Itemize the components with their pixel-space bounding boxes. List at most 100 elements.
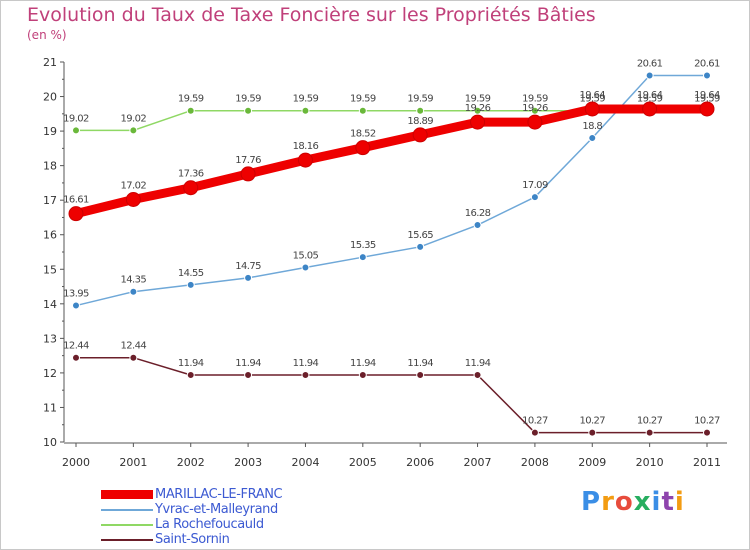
data-point — [358, 370, 367, 379]
data-point — [412, 127, 428, 143]
data-point — [584, 101, 600, 117]
y-tick-label: 17 — [43, 194, 57, 207]
data-point — [470, 114, 486, 130]
data-label: 19.59 — [694, 94, 720, 105]
series-line — [71, 104, 712, 219]
data-label: 10.27 — [637, 416, 663, 427]
legend-item: La Rochefoucauld — [101, 517, 282, 532]
data-point — [183, 180, 199, 196]
data-label: 13.95 — [63, 289, 89, 300]
legend-label: MARILLAC-LE-FRANC — [155, 487, 283, 502]
data-label: 11.94 — [350, 358, 376, 369]
legend-swatch — [101, 508, 153, 511]
logo-letter: x — [633, 487, 652, 517]
data-label: 17.09 — [522, 180, 548, 191]
logo-letter: i — [651, 487, 662, 517]
logo-letter: i — [674, 487, 685, 517]
data-point — [301, 106, 310, 115]
data-labels-layer: 12.44 12.44 11.94 11.94 11.94 11.94 11.94 11.94… — [63, 58, 720, 426]
data-label: 20.61 — [694, 58, 720, 69]
data-point — [125, 191, 141, 207]
data-point — [72, 301, 80, 310]
data-point — [355, 140, 371, 156]
data-point — [358, 106, 367, 115]
y-tick-label: 16 — [43, 229, 57, 242]
data-label: 10.27 — [579, 416, 605, 427]
x-tick-label: 2004 — [291, 456, 319, 469]
logo-letter: P — [581, 487, 602, 517]
y-tick-label: 14 — [43, 298, 57, 311]
data-point — [72, 126, 80, 135]
data-point — [68, 206, 84, 222]
y-tick-label: 15 — [43, 263, 57, 276]
y-tick-label: 13 — [43, 332, 57, 345]
data-point — [129, 353, 138, 362]
data-point — [588, 134, 597, 142]
x-tick-label: 2000 — [62, 456, 90, 469]
logo-letter: r — [601, 487, 615, 517]
data-label: 16.61 — [63, 195, 89, 206]
y-tick-label: 11 — [43, 401, 57, 414]
data-label: 17.76 — [235, 155, 261, 166]
data-label: 19.59 — [350, 94, 376, 105]
series-yvrac-et-malleyrand — [72, 71, 711, 310]
y-tick-label: 12 — [43, 367, 57, 380]
y-tick-label: 19 — [43, 125, 57, 138]
data-label: 11.94 — [235, 358, 261, 369]
y-tick-label: 20 — [43, 91, 57, 104]
data-point — [416, 106, 425, 115]
data-point — [186, 106, 195, 115]
legend-label: Yvrac-et-Malleyrand — [155, 502, 278, 517]
data-point — [699, 101, 715, 117]
data-point — [527, 114, 543, 130]
data-label: 19.59 — [637, 94, 663, 105]
data-label: 15.35 — [350, 240, 376, 251]
data-label: 12.44 — [63, 341, 89, 352]
series-saint-sornin — [72, 353, 711, 437]
data-label: 18.52 — [350, 129, 376, 140]
legend-item: MARILLAC-LE-FRANC — [101, 487, 283, 502]
data-label: 18.89 — [407, 116, 433, 127]
logo-letter: t — [661, 487, 675, 517]
data-label: 14.75 — [235, 261, 261, 272]
data-point — [703, 71, 711, 80]
axes: 10 11 12 13 14 15 16 17 18 19 20 21 2000 2001 2002 2003… — [43, 56, 727, 469]
data-point — [301, 263, 310, 272]
data-label: 19.59 — [465, 94, 491, 105]
data-point — [240, 166, 256, 182]
data-label: 11.94 — [178, 358, 204, 369]
data-point — [645, 428, 654, 437]
data-label: 19.59 — [293, 94, 319, 105]
series-line — [75, 356, 708, 434]
data-label: 11.94 — [407, 358, 433, 369]
y-axis-unit-label: (en %) — [27, 28, 67, 42]
data-label: 12.44 — [121, 341, 147, 352]
legend: MARILLAC-LE-FRANC Yvrac-et-Malleyrand La R… — [101, 487, 283, 547]
data-point — [186, 370, 195, 379]
data-point — [186, 280, 195, 289]
data-label: 19.64 — [637, 90, 663, 101]
legend-swatch — [101, 538, 153, 541]
data-point — [473, 221, 482, 230]
x-tick-label: 2003 — [234, 456, 262, 469]
series-layer — [68, 71, 715, 437]
x-tick-label: 2008 — [521, 456, 549, 469]
data-point — [129, 126, 138, 135]
data-label: 19.59 — [579, 94, 605, 105]
series-marillac-le-franc — [68, 101, 715, 222]
data-label: 19.64 — [579, 90, 605, 101]
data-label: 19.26 — [522, 103, 548, 114]
data-label: 19.64 — [694, 90, 720, 101]
data-point — [301, 370, 310, 379]
data-label: 19.02 — [63, 113, 89, 124]
data-point — [244, 273, 253, 282]
logo-letter: o — [614, 487, 634, 517]
data-point — [530, 428, 539, 437]
data-label: 19.59 — [235, 94, 261, 105]
data-label: 20.61 — [637, 58, 663, 69]
data-label: 19.02 — [121, 113, 147, 124]
data-label: 11.94 — [465, 358, 491, 369]
data-point — [703, 428, 711, 437]
